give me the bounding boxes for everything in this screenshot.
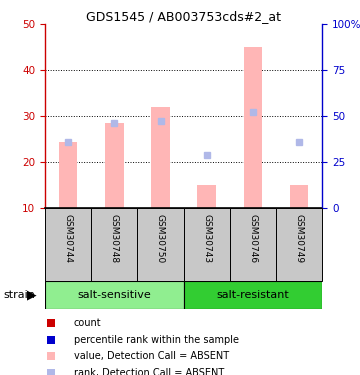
Text: salt-sensitive: salt-sensitive bbox=[77, 290, 151, 300]
Text: GSM30746: GSM30746 bbox=[248, 214, 257, 263]
Title: GDS1545 / AB003753cds#2_at: GDS1545 / AB003753cds#2_at bbox=[86, 10, 281, 23]
Bar bbox=[276, 208, 322, 281]
Text: salt-resistant: salt-resistant bbox=[216, 290, 289, 300]
Bar bbox=[138, 208, 184, 281]
Text: value, Detection Call = ABSENT: value, Detection Call = ABSENT bbox=[74, 351, 229, 361]
Bar bbox=[184, 281, 322, 309]
Text: GSM30749: GSM30749 bbox=[294, 214, 303, 263]
Text: GSM30743: GSM30743 bbox=[202, 214, 211, 263]
Text: percentile rank within the sample: percentile rank within the sample bbox=[74, 335, 239, 345]
Bar bbox=[290, 185, 308, 208]
Bar bbox=[45, 281, 184, 309]
Bar bbox=[197, 185, 216, 208]
Bar bbox=[59, 141, 77, 208]
Bar bbox=[244, 47, 262, 208]
Bar bbox=[230, 208, 276, 281]
Bar bbox=[151, 107, 170, 208]
Text: GSM30750: GSM30750 bbox=[156, 214, 165, 263]
Text: strain: strain bbox=[4, 290, 36, 300]
Bar bbox=[105, 123, 123, 208]
Text: GSM30744: GSM30744 bbox=[64, 214, 73, 263]
Text: ▶: ▶ bbox=[27, 289, 37, 302]
Bar bbox=[45, 208, 91, 281]
Text: GSM30748: GSM30748 bbox=[110, 214, 119, 263]
Text: count: count bbox=[74, 318, 102, 328]
Bar bbox=[91, 208, 138, 281]
Bar bbox=[184, 208, 230, 281]
Text: rank, Detection Call = ABSENT: rank, Detection Call = ABSENT bbox=[74, 368, 224, 375]
